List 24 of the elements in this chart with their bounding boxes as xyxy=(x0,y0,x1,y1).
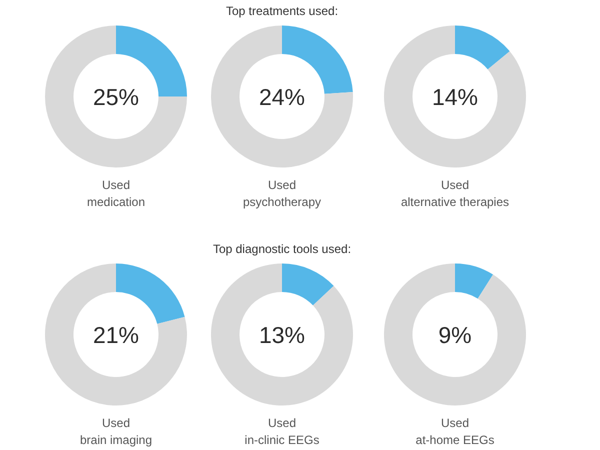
donut-slice xyxy=(116,264,185,324)
text: 21% xyxy=(92,320,140,348)
donut-slice xyxy=(384,264,526,406)
text: 25% xyxy=(92,82,140,110)
text: Used in-clinic EEGs xyxy=(244,415,320,449)
donut-slice xyxy=(45,26,187,168)
text: 9% xyxy=(438,320,472,348)
text: 14% xyxy=(432,82,478,110)
donut-slice xyxy=(455,26,510,70)
donut-slice xyxy=(455,264,494,299)
donut-slice xyxy=(384,26,526,168)
text: 13% xyxy=(258,320,306,348)
chart-title: Top treatments used: xyxy=(226,3,338,19)
donut-slice xyxy=(211,264,353,406)
chart-title: Top diagnostic tools used: xyxy=(212,241,352,257)
text: Used medication xyxy=(86,177,146,211)
text: Used psychotherapy xyxy=(242,177,322,211)
donut-slice xyxy=(45,264,187,406)
text: Used brain imaging xyxy=(80,415,152,449)
text: Used alternative therapies xyxy=(400,177,510,211)
text: Used at-home EEGs xyxy=(416,415,494,449)
donut-slice xyxy=(282,264,334,306)
donut-slice xyxy=(211,26,353,168)
text: 24% xyxy=(258,82,306,110)
